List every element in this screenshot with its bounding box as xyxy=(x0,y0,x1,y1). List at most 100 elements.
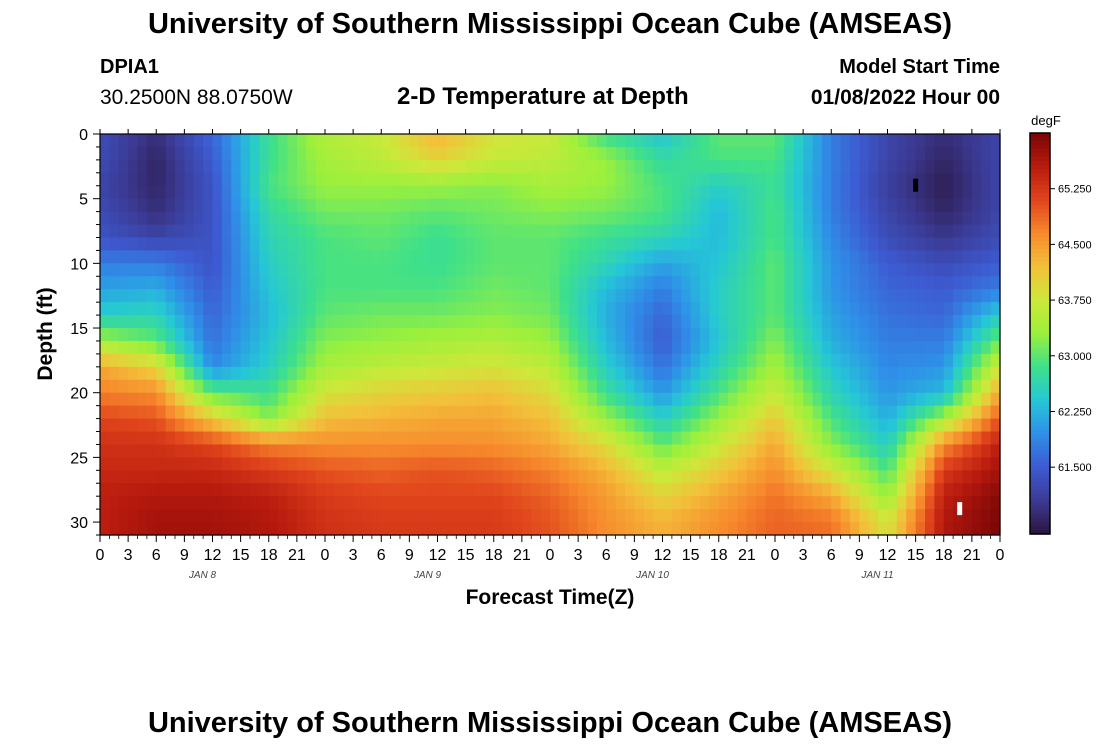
heatmap-cell xyxy=(400,211,410,226)
heatmap-cell xyxy=(709,185,720,200)
heatmap-cell xyxy=(465,237,476,252)
heatmap-cell xyxy=(100,444,110,458)
heatmap-cell xyxy=(540,237,551,252)
day-label: JAN 9 xyxy=(413,570,442,581)
colorbar-segment xyxy=(1030,417,1050,423)
heatmap-cell xyxy=(896,276,907,290)
heatmap-cell xyxy=(278,276,289,290)
heatmap-cell xyxy=(512,392,523,407)
heatmap-cell xyxy=(793,198,804,213)
heatmap-cell xyxy=(334,315,345,329)
heatmap-cell xyxy=(812,340,823,355)
heatmap-cell xyxy=(212,263,223,277)
colorbar-tick-label: 61.500 xyxy=(1058,462,1092,474)
heatmap-cell xyxy=(925,315,935,329)
heatmap-cell xyxy=(812,496,823,510)
heatmap-cell xyxy=(409,146,420,161)
heatmap-cell xyxy=(456,328,467,342)
heatmap-cell xyxy=(887,457,898,471)
heatmap-cell xyxy=(353,302,364,316)
heatmap-cell xyxy=(831,483,842,497)
heatmap-cell xyxy=(728,353,739,368)
heatmap-cell xyxy=(521,379,532,394)
heatmap-cell xyxy=(475,289,485,303)
heatmap-cell xyxy=(540,353,551,368)
heatmap-cell xyxy=(231,379,242,394)
heatmap-cell xyxy=(475,263,485,277)
heatmap-cell xyxy=(146,185,157,200)
colorbar-tick-label: 63.000 xyxy=(1058,351,1092,363)
heatmap-cell xyxy=(390,379,401,394)
heatmap-cell xyxy=(390,457,401,471)
heatmap-cell xyxy=(428,146,439,161)
heatmap-cell xyxy=(268,289,279,303)
heatmap-cell xyxy=(587,328,598,342)
heatmap-cell xyxy=(109,134,120,148)
heatmap-cell xyxy=(615,315,626,329)
heatmap-cell xyxy=(493,224,504,239)
heatmap-cell xyxy=(718,134,729,148)
heatmap-cell xyxy=(934,496,945,510)
heatmap-cell xyxy=(231,250,242,264)
heatmap-cell xyxy=(606,431,617,446)
heatmap-cell xyxy=(793,315,804,329)
heatmap-cell xyxy=(512,289,523,303)
heatmap-cell xyxy=(203,509,214,523)
colorbar-segment xyxy=(1030,273,1050,278)
heatmap-cell xyxy=(990,263,1001,277)
heatmap-cell xyxy=(296,418,307,433)
heatmap-cell xyxy=(493,509,504,523)
heatmap-cell xyxy=(325,470,335,484)
heatmap-cell xyxy=(896,263,907,277)
heatmap-cell xyxy=(503,263,514,277)
heatmap-cell xyxy=(212,392,223,407)
x-tick-label: 3 xyxy=(799,547,808,564)
heatmap-cell xyxy=(531,340,542,355)
heatmap-cell xyxy=(540,198,551,213)
heatmap-cell xyxy=(400,146,410,161)
heatmap-cell xyxy=(625,198,635,213)
heatmap-cell xyxy=(896,328,907,342)
heatmap-cell xyxy=(653,457,664,471)
heatmap-cell xyxy=(193,418,204,433)
heatmap-cell xyxy=(521,237,532,252)
heatmap-cell xyxy=(784,496,795,510)
heatmap-cell xyxy=(878,328,889,342)
heatmap-cell xyxy=(615,172,626,187)
heatmap-cell xyxy=(118,185,129,200)
heatmap-cell xyxy=(165,276,176,290)
heatmap-cell xyxy=(615,483,626,497)
x-tick-label: 3 xyxy=(349,547,358,564)
heatmap-cell xyxy=(737,522,748,536)
heatmap-cell xyxy=(831,444,842,458)
heatmap-cell xyxy=(850,340,860,355)
heatmap-cell xyxy=(156,185,167,200)
day-labels: JAN 8 JAN 9 JAN 10 JAN 11 xyxy=(188,570,894,581)
heatmap-cell xyxy=(887,431,898,446)
heatmap-cell xyxy=(315,315,326,329)
heatmap-cell xyxy=(906,146,917,161)
heatmap-cell xyxy=(456,315,467,329)
x-tick-label: 18 xyxy=(260,547,278,564)
heatmap-cell xyxy=(325,340,335,355)
heatmap-cell xyxy=(475,392,485,407)
heatmap-cell xyxy=(981,289,992,303)
heatmap-cell xyxy=(240,328,251,342)
heatmap-cell xyxy=(925,509,935,523)
heatmap-cell xyxy=(343,302,354,316)
heatmap-cell xyxy=(746,237,757,252)
heatmap-cell xyxy=(334,431,345,446)
heatmap-cell xyxy=(193,263,204,277)
heatmap-cell xyxy=(531,379,542,394)
heatmap-cell xyxy=(475,134,485,148)
heatmap-cell xyxy=(400,276,410,290)
heatmap-cell xyxy=(831,496,842,510)
heatmap-cell xyxy=(212,146,223,161)
heatmap-cell xyxy=(512,379,523,394)
heatmap-cell xyxy=(906,444,917,458)
colorbar-segment xyxy=(1030,361,1050,367)
x-tick-label: 6 xyxy=(152,547,161,564)
heatmap-cell xyxy=(821,340,832,355)
heatmap-cell xyxy=(381,340,392,355)
heatmap-cell xyxy=(203,457,214,471)
